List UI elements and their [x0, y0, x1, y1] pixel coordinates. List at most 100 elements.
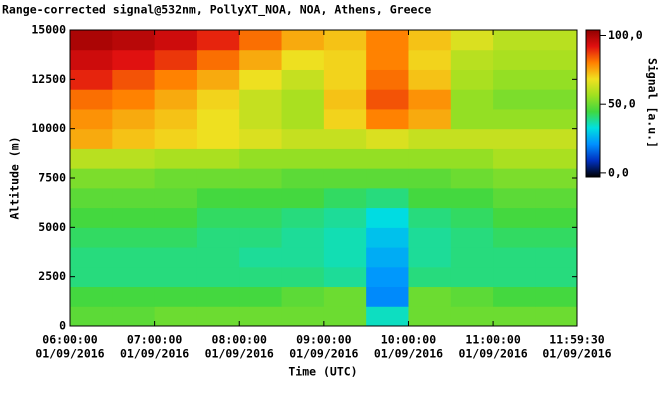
heatmap-cell: [154, 266, 198, 288]
colorbar-label: Signal [a.u.]: [646, 58, 660, 148]
heatmap-cell: [366, 89, 409, 110]
heatmap-cell: [112, 306, 156, 327]
heatmap-cell: [493, 247, 536, 268]
heatmap-cell: [366, 49, 409, 70]
heatmap-cell: [196, 89, 240, 110]
heatmap-cell: [408, 49, 452, 70]
heatmap-cell: [154, 286, 198, 307]
heatmap-cell: [493, 286, 536, 307]
heatmap-cell: [70, 168, 113, 189]
heatmap-cell: [450, 227, 494, 248]
heatmap-cell: [70, 266, 113, 288]
heatmap-cell: [196, 306, 240, 327]
heatmap-cell: [196, 207, 240, 228]
heatmap-cell: [408, 128, 452, 149]
heatmap-cell: [366, 168, 409, 189]
heatmap-cell: [366, 247, 409, 268]
heatmap-cell: [408, 207, 452, 228]
heatmap-cell: [535, 69, 578, 90]
heatmap-cell: [239, 306, 283, 327]
heatmap-cell: [196, 168, 240, 189]
heatmap-cell: [366, 187, 409, 209]
heatmap-cell: [323, 247, 367, 268]
heatmap-cell: [493, 49, 536, 70]
colorbar-tick-label: 100,0: [608, 28, 643, 42]
heatmap-cell: [366, 128, 409, 149]
heatmap-cell: [281, 207, 325, 228]
colorbar-frame: [585, 29, 601, 178]
heatmap-cell: [281, 187, 325, 209]
heatmap-cell: [239, 49, 283, 70]
heatmap-cell: [281, 89, 325, 110]
heatmap-cell: [323, 49, 367, 70]
colorbar: [586, 30, 600, 177]
heatmap-cell: [70, 128, 113, 149]
x-axis-label: Time (UTC): [288, 365, 357, 379]
heatmap-cell: [281, 128, 325, 149]
heatmap-cell: [112, 247, 156, 268]
heatmap-cell: [154, 148, 198, 169]
heatmap-cell: [450, 108, 494, 130]
x-tick-label: 11:00:00: [465, 333, 520, 347]
heatmap-cell: [112, 286, 156, 307]
heatmap-cell: [112, 108, 156, 130]
heatmap-cell: [323, 69, 367, 90]
heatmap-cell: [239, 30, 283, 51]
heatmap-cell: [450, 148, 494, 169]
heatmap-cell: [112, 168, 156, 189]
heatmap-cell: [70, 187, 113, 209]
heatmap-cell: [450, 286, 494, 307]
heatmap-cell: [196, 128, 240, 149]
heatmap-cell: [239, 89, 283, 110]
heatmap-cell: [323, 306, 367, 327]
heatmap-cell: [154, 49, 198, 70]
heatmap-cell: [408, 306, 452, 327]
y-tick-label: 0: [59, 319, 66, 333]
x-tick-label: 11:59:30: [549, 333, 604, 347]
heatmap-cell: [154, 128, 198, 149]
heatmap-cell: [154, 108, 198, 130]
heatmap-cell: [535, 227, 578, 248]
heatmap-cell: [281, 49, 325, 70]
heatmap-cell: [493, 187, 536, 209]
heatmap-cell: [450, 69, 494, 90]
heatmap-cell: [112, 207, 156, 228]
x-tick-date: 01/09/2016: [205, 347, 274, 361]
heatmap-cell: [535, 207, 578, 228]
heatmap-cell: [366, 306, 409, 327]
heatmap-cell: [535, 247, 578, 268]
heatmap-cell: [535, 128, 578, 149]
heatmap-cell: [323, 128, 367, 149]
heatmap-cell: [196, 108, 240, 130]
heatmap-cell: [239, 108, 283, 130]
heatmap-cell: [493, 148, 536, 169]
heatmap-cell: [70, 306, 113, 327]
heatmap-cell: [154, 30, 198, 51]
heatmap-cell: [493, 168, 536, 189]
heatmap-cell: [450, 89, 494, 110]
y-tick-label: 2500: [38, 269, 66, 283]
heatmap-cell: [323, 187, 367, 209]
heatmap-cell: [196, 227, 240, 248]
heatmap-cell: [408, 247, 452, 268]
heatmap-cell: [196, 69, 240, 90]
y-tick-label: 10000: [31, 121, 66, 135]
heatmap-cell: [196, 247, 240, 268]
heatmap-cell: [408, 148, 452, 169]
heatmap-cell: [408, 89, 452, 110]
x-tick-label: 08:00:00: [212, 333, 267, 347]
heatmap-cell: [493, 30, 536, 51]
heatmap-cell: [281, 168, 325, 189]
heatmap-cell: [535, 266, 578, 288]
heatmap-cell: [112, 30, 156, 51]
heatmap-cell: [493, 306, 536, 327]
heatmap-cell: [112, 187, 156, 209]
heatmap-cell: [323, 168, 367, 189]
heatmap-cell: [154, 207, 198, 228]
heatmap-cell: [239, 286, 283, 307]
heatmap-cell: [154, 187, 198, 209]
heatmap-cell: [366, 266, 409, 288]
heatmap-cell: [196, 49, 240, 70]
heatmap-cell: [281, 286, 325, 307]
heatmap-cell: [535, 286, 578, 307]
